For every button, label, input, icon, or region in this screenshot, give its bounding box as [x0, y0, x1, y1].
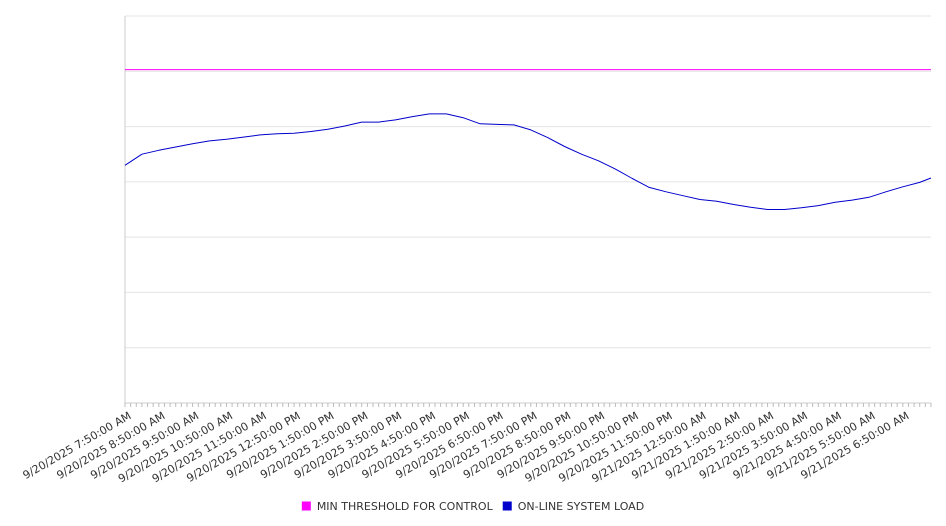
legend-label: MIN THRESHOLD FOR CONTROL: [317, 500, 494, 513]
gridlines: [125, 15, 931, 349]
axes: [124, 16, 931, 404]
x-axis-tick-labels: 9/20/2025 7:50:00 AM9/20/2025 8:50:00 AM…: [21, 409, 912, 485]
series-line-on-line-system-load: [124, 113, 932, 210]
series-lines: [124, 69, 932, 210]
legend-label: ON-LINE SYSTEM LOAD: [518, 500, 644, 513]
legend: MIN THRESHOLD FOR CONTROL ON-LINE SYSTEM …: [301, 500, 644, 513]
legend-swatch: [502, 501, 512, 511]
legend-swatch: [301, 501, 311, 511]
x-axis-ticks: [124, 403, 932, 407]
